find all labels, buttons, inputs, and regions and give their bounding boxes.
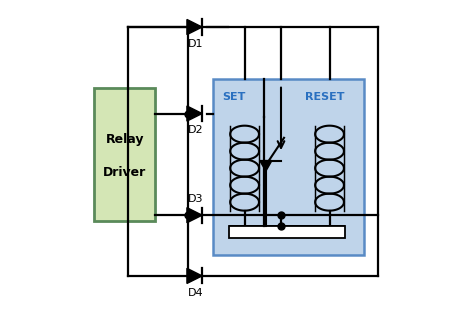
Text: D3: D3: [188, 193, 204, 204]
Text: Driver: Driver: [103, 166, 146, 179]
Polygon shape: [260, 161, 272, 171]
Bar: [94, 88, 155, 221]
Text: SET: SET: [222, 92, 246, 102]
Text: D2: D2: [188, 125, 204, 135]
Text: D4: D4: [188, 288, 204, 298]
Bar: [213, 78, 365, 255]
Text: RESET: RESET: [305, 92, 345, 102]
Polygon shape: [187, 19, 202, 35]
Text: Relay: Relay: [106, 133, 144, 146]
Text: D1: D1: [188, 39, 204, 49]
Polygon shape: [187, 106, 202, 121]
Polygon shape: [187, 268, 202, 283]
Bar: [228, 226, 346, 238]
Polygon shape: [187, 208, 202, 223]
